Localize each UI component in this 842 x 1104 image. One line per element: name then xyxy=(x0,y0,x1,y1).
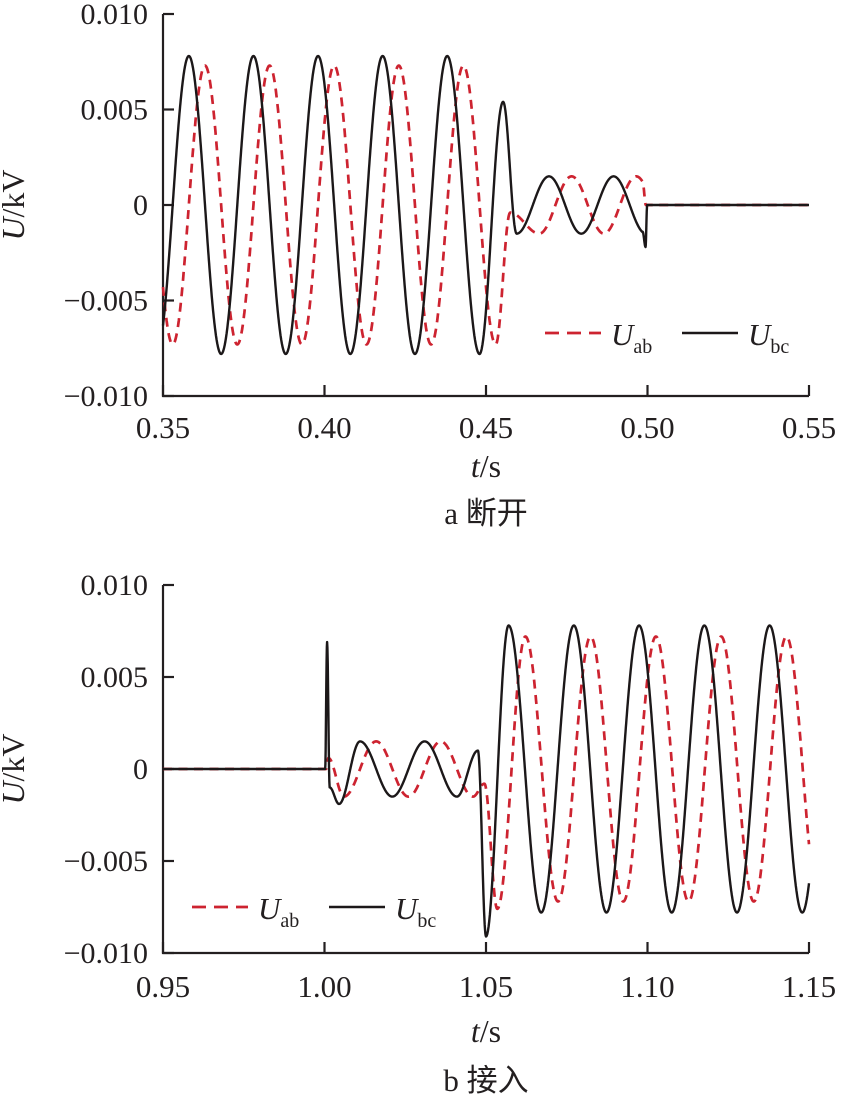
y-axis-var-a: U xyxy=(0,216,31,241)
legend-ubc-subscript: bc xyxy=(417,910,436,932)
caption-b: b 接入 xyxy=(443,1063,528,1098)
chart-b: 0.95 1.00 1.05 1.10 1.15 0.010 0.005 0 −0.005 −0.… xyxy=(0,569,836,1098)
y-axis-title-a: U/kV xyxy=(0,169,31,240)
y-axis-title-b: U/kV xyxy=(0,733,31,804)
series-u_bc xyxy=(162,624,811,938)
x-axis-var-b: t xyxy=(471,1013,481,1049)
legend-ubc-label: Ubc xyxy=(395,891,436,932)
x-tick-label: 1.05 xyxy=(459,969,513,1004)
legend-uab-label: Uab xyxy=(611,317,652,358)
legend-uab-symbol: U xyxy=(611,317,636,352)
chart-a-curves xyxy=(161,54,811,356)
chart-b-curves xyxy=(161,624,811,938)
y-tick-label: 0 xyxy=(133,189,148,222)
x-axis-title-a: t/s xyxy=(471,448,501,484)
x-axis-var-a: t xyxy=(471,448,481,484)
y-tick-label: 0.010 xyxy=(81,0,149,31)
x-axis-title-b: t/s xyxy=(471,1013,501,1049)
y-tick-label: 0.005 xyxy=(81,661,149,694)
legend-b: Uab Ubc xyxy=(192,891,436,932)
y-tick-label: −0.005 xyxy=(64,845,148,878)
chart-b-axes: 0.95 1.00 1.05 1.10 1.15 0.010 0.005 0 −0.005 −0.… xyxy=(64,569,837,1004)
y-tick-label: −0.005 xyxy=(64,285,148,318)
legend-uab-subscript: ab xyxy=(280,910,299,932)
legend-ubc-symbol: U xyxy=(395,891,420,926)
x-axis-unit-b: /s xyxy=(480,1013,501,1049)
series-u_bc xyxy=(161,54,810,356)
x-tick-label: 1.10 xyxy=(620,969,674,1004)
x-tick-label: 0.40 xyxy=(297,410,351,445)
legend-uab-label: Uab xyxy=(258,891,299,932)
y-axis-unit-b: /kV xyxy=(0,733,31,781)
x-tick-label: 0.95 xyxy=(136,969,190,1004)
y-tick-label: 0.010 xyxy=(81,569,149,602)
chart-a-axes: 0.35 0.40 0.45 0.50 0.55 0.010 0.005 0 −0.005 −0.… xyxy=(64,0,837,445)
y-tick-label: −0.010 xyxy=(64,937,148,970)
x-axis-unit-a: /s xyxy=(480,448,501,484)
y-axis-var-b: U xyxy=(0,780,31,805)
x-tick-label: 1.00 xyxy=(297,969,351,1004)
x-tick-label: 0.50 xyxy=(620,410,674,445)
x-tick-label: 0.55 xyxy=(782,410,836,445)
y-tick-label: 0.005 xyxy=(81,94,149,127)
y-tick-label: −0.010 xyxy=(64,380,148,413)
caption-a: a 断开 xyxy=(444,496,528,531)
legend-ubc-subscript: bc xyxy=(770,336,789,358)
chart-a: 0.35 0.40 0.45 0.50 0.55 0.010 0.005 0 −0.005 −0.… xyxy=(0,0,836,531)
x-tick-label: 0.35 xyxy=(136,410,190,445)
x-tick-label: 0.45 xyxy=(459,410,513,445)
y-tick-label: 0 xyxy=(133,753,148,786)
y-axis-unit-a: /kV xyxy=(0,169,31,217)
x-tick-label: 1.15 xyxy=(782,969,836,1004)
series-u_ab xyxy=(161,635,811,911)
legend-uab-symbol: U xyxy=(258,891,283,926)
series-u_ab xyxy=(161,64,811,346)
legend-ubc-label: Ubc xyxy=(748,317,789,358)
legend-uab-subscript: ab xyxy=(633,336,652,358)
legend-a: Uab Ubc xyxy=(545,317,789,358)
legend-ubc-symbol: U xyxy=(748,317,773,352)
